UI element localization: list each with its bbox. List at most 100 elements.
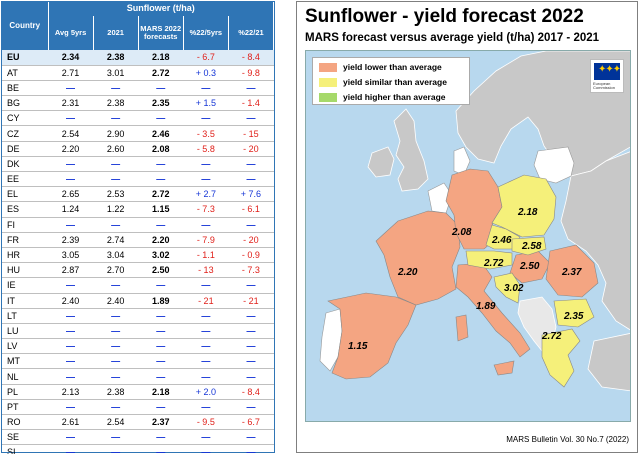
cell-pct-5yrs: + 1.5 [183, 95, 229, 112]
table-row: ES 1.24 1.22 1.15- 7.3- 6.1 [2, 201, 274, 218]
cell-2021: 2.38 [93, 50, 139, 66]
cell-avg-5yrs: 2.20 [48, 141, 94, 157]
legend-swatch-lower [319, 62, 337, 72]
cell-avg-5yrs: — [48, 444, 94, 454]
table-row: CY — — — — — [2, 110, 274, 127]
legend-higher: yield higher than average [319, 92, 446, 102]
table-row: FR 2.39 2.74 2.20- 7.9- 20 [2, 232, 274, 248]
land-east [560, 151, 630, 331]
cell-2021: 1.22 [93, 201, 139, 218]
cell-pct-5yrs: - 7.9 [183, 232, 229, 248]
cell-2021: — [93, 429, 139, 446]
cell-avg-5yrs: — [48, 353, 94, 370]
col-2021: 2021 [93, 16, 139, 50]
cell-forecast: — [138, 156, 184, 173]
cell-forecast: — [138, 277, 184, 294]
cell-2021: — [93, 444, 139, 454]
cell-pct-5yrs: — [183, 368, 229, 385]
cell-avg-5yrs: 2.65 [48, 186, 94, 203]
legend-label-similar: yield similar than average [343, 77, 447, 87]
map-value-it: 1.89 [476, 301, 496, 312]
cell-pct-5yrs: — [183, 308, 229, 324]
cell-avg-5yrs: 1.24 [48, 201, 94, 218]
cell-pct-5yrs: — [183, 323, 229, 340]
map-title: Sunflower - yield forecast 2022 [305, 6, 584, 27]
cell-pct-5yrs: — [183, 80, 229, 97]
table-row: IE — — — — — [2, 277, 274, 294]
table-row: LT — — — — — [2, 308, 274, 324]
table-row: HR 3.05 3.04 3.02- 1.1- 0.9 [2, 247, 274, 264]
map-value-cz: 2.46 [491, 235, 512, 246]
cell-country: DK [2, 156, 48, 173]
eu-commission-text: European Commission [593, 81, 616, 90]
map-value-sk: 2.58 [521, 241, 542, 252]
cell-avg-5yrs: 3.05 [48, 247, 94, 264]
land-ireland [367, 146, 395, 178]
cell-2021: — [93, 217, 139, 233]
cell-pct-5yrs: — [183, 399, 229, 416]
cell-2021: 2.54 [93, 414, 139, 431]
region-bulgaria [553, 298, 595, 328]
table-row: SE — — — — — [2, 429, 274, 446]
cell-2021: 2.60 [93, 141, 139, 157]
region-austria [465, 250, 513, 270]
cell-avg-5yrs: — [48, 171, 94, 188]
cell-forecast: 2.72 [138, 186, 184, 203]
cell-pct-21: — [228, 217, 274, 233]
cell-pct-21: - 20 [228, 141, 274, 157]
cell-pct-21: - 8.4 [228, 384, 274, 400]
cell-country: BE [2, 80, 48, 97]
cell-country: MT [2, 353, 48, 370]
region-greece [541, 328, 581, 388]
cell-pct-21: — [228, 323, 274, 340]
cell-avg-5yrs: 2.87 [48, 262, 94, 279]
table-row: EU 2.34 2.38 2.18- 6.7- 8.4 [2, 50, 274, 66]
cell-pct-5yrs: + 0.3 [183, 65, 229, 81]
cell-2021: — [93, 323, 139, 340]
cell-country: IT [2, 293, 48, 309]
cell-forecast: 1.15 [138, 201, 184, 218]
cell-pct-21: - 7.3 [228, 262, 274, 279]
cell-pct-5yrs: — [183, 277, 229, 294]
cell-2021: — [93, 171, 139, 188]
cell-pct-5yrs: - 1.1 [183, 247, 229, 264]
yield-table-panel: Country Sunflower (t/ha) Avg 5yrs 2021 M… [1, 1, 275, 454]
cell-pct-5yrs: — [183, 110, 229, 127]
cell-pct-5yrs: - 5.8 [183, 141, 229, 157]
cell-pct-21: - 6.1 [228, 201, 274, 218]
table-row: HU 2.87 2.70 2.50- 13- 7.3 [2, 262, 274, 279]
map-legend: yield lower than average yield similar t… [312, 57, 470, 105]
cell-avg-5yrs: — [48, 156, 94, 173]
cell-forecast: 2.35 [138, 95, 184, 112]
cell-forecast: — [138, 323, 184, 340]
cell-pct-5yrs: - 13 [183, 262, 229, 279]
legend-swatch-higher [319, 92, 337, 102]
cell-2021: 2.70 [93, 262, 139, 279]
cell-forecast: — [138, 80, 184, 97]
table-row: RO 2.61 2.54 2.37- 9.5- 6.7 [2, 414, 274, 431]
cell-forecast: — [138, 353, 184, 370]
cell-avg-5yrs: 2.40 [48, 293, 94, 309]
cell-pct-5yrs: — [183, 171, 229, 188]
cell-avg-5yrs: 2.31 [48, 95, 94, 112]
cell-country: ES [2, 201, 48, 218]
cell-forecast: 2.18 [138, 384, 184, 400]
cell-avg-5yrs: — [48, 368, 94, 385]
map-value-bg: 2.35 [563, 311, 584, 322]
table-row: DE 2.20 2.60 2.08- 5.8- 20 [2, 141, 274, 157]
cell-country: EE [2, 171, 48, 188]
table-row: LV — — — — — [2, 338, 274, 355]
cell-avg-5yrs: 2.61 [48, 414, 94, 431]
cell-forecast: — [138, 217, 184, 233]
col-mars-forecast: MARS 2022 forecasts [138, 16, 184, 50]
source-note: MARS Bulletin Vol. 30 No.7 (2022) [506, 435, 629, 444]
cell-pct-5yrs: — [183, 429, 229, 446]
table-row: PL 2.13 2.38 2.18 + 2.0- 8.4 [2, 384, 274, 400]
cell-country: PL [2, 384, 48, 400]
cell-2021: 2.90 [93, 125, 139, 142]
cell-2021: — [93, 156, 139, 173]
map-value-el: 2.72 [541, 331, 562, 342]
cell-forecast: 1.89 [138, 293, 184, 309]
cell-pct-5yrs: - 3.5 [183, 125, 229, 142]
map-value-ro: 2.37 [561, 267, 582, 278]
